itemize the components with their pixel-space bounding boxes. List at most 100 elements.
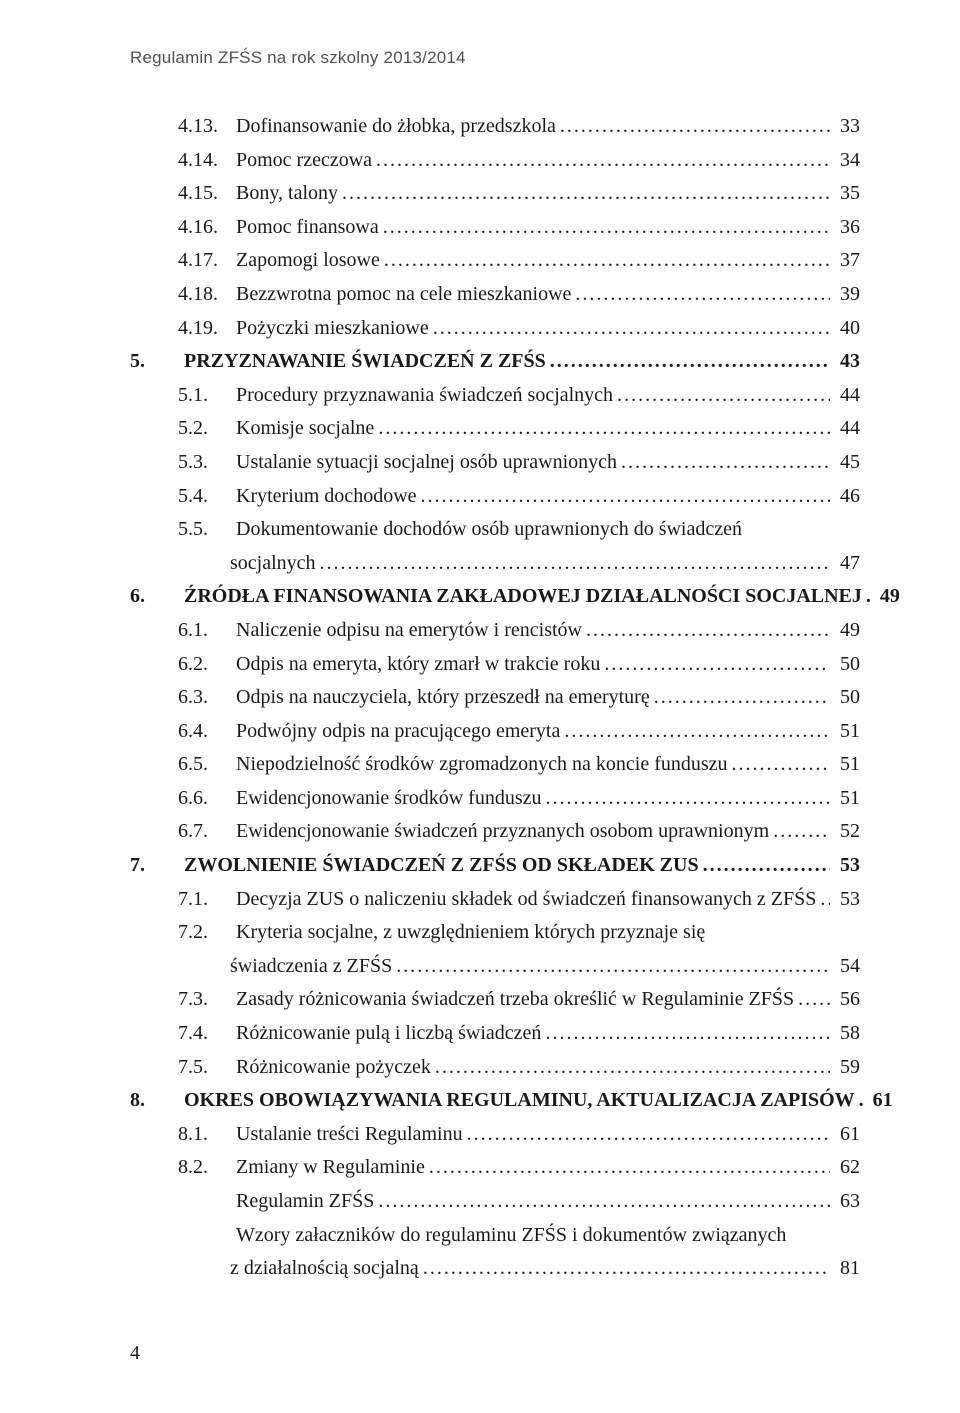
toc-leader-dots: ........................................… — [316, 547, 830, 581]
toc-entry-number: 7.1. — [178, 883, 236, 917]
toc-entry-text: Procedury przyznawania świadczeń socjaln… — [236, 379, 613, 413]
toc-leader-dots: ........................................… — [379, 211, 830, 245]
toc-entry-text: PRZYZNAWANIE ŚWIADCZEŃ Z ZFŚS — [184, 345, 546, 379]
toc-entry: 5.1.Procedury przyznawania świadczeń soc… — [130, 379, 860, 413]
toc-entry: 5.5.Dokumentowanie dochodów osób uprawni… — [130, 513, 860, 547]
toc-entry-page: 37 — [830, 244, 860, 278]
toc-entry-text: ZWOLNIENIE ŚWIADCZEŃ Z ZFŚS OD SKŁADEK Z… — [184, 849, 699, 883]
toc-entry-number: 4.18. — [178, 278, 236, 312]
toc-entry-page: 56 — [830, 983, 860, 1017]
toc-entry-number: 4.17. — [178, 244, 236, 278]
toc-entry: 6.7.Ewidencjonowanie świadczeń przyznany… — [130, 815, 860, 849]
toc-entry-number: 4.14. — [178, 144, 236, 178]
toc-entry-text: Podwójny odpis na pracującego emeryta — [236, 715, 560, 749]
document-page: Regulamin ZFŚS na rok szkolny 2013/2014 … — [0, 0, 960, 1413]
toc-entry-text: Ewidencjonowanie świadczeń przyznanych o… — [236, 815, 769, 849]
toc-leader-dots: ........................................… — [769, 815, 830, 849]
toc-entry: 5.4.Kryterium dochodowe.................… — [130, 480, 860, 514]
toc-entry-continuation: z działalnością socjalną................… — [130, 1252, 860, 1286]
toc-entry-number: 5. — [130, 345, 184, 379]
toc-entry: 4.16.Pomoc finansowa....................… — [130, 211, 860, 245]
toc-entry-number: 6.5. — [178, 748, 236, 782]
toc-entry-page: 61 — [863, 1084, 893, 1118]
toc-leader-dots: ........................................… — [541, 1017, 830, 1051]
toc-entry-page: 34 — [830, 144, 860, 178]
toc-entry-number: 6.2. — [178, 648, 236, 682]
toc-leader-dots: ........................................… — [374, 1185, 830, 1219]
toc-entry-text: świadczenia z ZFŚS — [230, 950, 392, 984]
toc-entry: 4.17.Zapomogi losowe....................… — [130, 244, 860, 278]
toc-entry-text: Dokumentowanie dochodów osób uprawnionyc… — [236, 513, 742, 547]
toc-entry-number: 4.15. — [178, 177, 236, 211]
toc-entry-page: 39 — [830, 278, 860, 312]
toc-entry: 8.2.Zmiany w Regulaminie................… — [130, 1151, 860, 1185]
table-of-contents: 4.13.Dofinansowanie do żłobka, przedszko… — [130, 110, 860, 1286]
toc-entry-page: 51 — [830, 748, 860, 782]
toc-entry-text: OKRES OBOWIĄZYWANIA REGULAMINU, AKTUALIZ… — [184, 1084, 855, 1118]
toc-entry-continuation: socjalnych..............................… — [130, 547, 860, 581]
toc-entry-text: socjalnych — [230, 547, 316, 581]
toc-leader-dots: ........................................… — [617, 446, 830, 480]
toc-entry-text: Kryterium dochodowe — [236, 480, 417, 514]
toc-entry-text: Pożyczki mieszkaniowe — [236, 312, 429, 346]
toc-entry-number: 5.2. — [178, 412, 236, 446]
toc-entry-continuation: świadczenia z ZFŚS......................… — [130, 950, 860, 984]
toc-entry-page: 49 — [830, 614, 860, 648]
toc-entry-page: 58 — [830, 1017, 860, 1051]
toc-entry-text: Różnicowanie pulą i liczbą świadczeń — [236, 1017, 541, 1051]
toc-entry-number: 8.2. — [178, 1151, 236, 1185]
toc-entry-page: 61 — [830, 1118, 860, 1152]
toc-entry: 7.3.Zasady różnicowania świadczeń trzeba… — [130, 983, 860, 1017]
toc-entry-number: 6.1. — [178, 614, 236, 648]
toc-entry-text: Ewidencjonowanie środków funduszu — [236, 782, 542, 816]
toc-leader-dots: ........................................… — [429, 312, 830, 346]
toc-entry-page: 47 — [830, 547, 860, 581]
toc-leader-dots: ........................................… — [338, 177, 830, 211]
toc-entry-page: 63 — [830, 1185, 860, 1219]
toc-leader-dots: ........................................… — [417, 480, 830, 514]
toc-entry-page: 43 — [830, 345, 860, 379]
toc-leader-dots: ........................................… — [582, 614, 830, 648]
toc-entry: 6.2.Odpis na emeryta, który zmarł w trak… — [130, 648, 860, 682]
toc-entry: 5.PRZYZNAWANIE ŚWIADCZEŃ Z ZFŚS.........… — [130, 345, 860, 379]
toc-entry-text: Bezzwrotna pomoc na cele mieszkaniowe — [236, 278, 571, 312]
toc-entry-page: 50 — [830, 681, 860, 715]
toc-entry: 5.3.Ustalanie sytuacji socjalnej osób up… — [130, 446, 860, 480]
toc-entry: 7.ZWOLNIENIE ŚWIADCZEŃ Z ZFŚS OD SKŁADEK… — [130, 849, 860, 883]
toc-leader-dots: ........................................… — [650, 681, 830, 715]
toc-leader-dots: ........................................… — [431, 1051, 830, 1085]
toc-entry: 6.1.Naliczenie odpisu na emerytów i renc… — [130, 614, 860, 648]
toc-entry-number: 7. — [130, 849, 184, 883]
toc-entry: 4.15.Bony, talony.......................… — [130, 177, 860, 211]
toc-entry-text: Wzory załaczników do regulaminu ZFŚS i d… — [236, 1219, 786, 1253]
toc-entry-text: ŹRÓDŁA FINANSOWANIA ZAKŁADOWEJ DZIAŁALNO… — [184, 580, 862, 614]
toc-entry-text: z działalnością socjalną — [230, 1252, 419, 1286]
toc-entry-number: 8.1. — [178, 1118, 236, 1152]
toc-entry-page: 53 — [830, 849, 860, 883]
toc-entry-text: Zapomogi losowe — [236, 244, 380, 278]
toc-leader-dots: ........................................… — [855, 1084, 863, 1118]
toc-entry-number: 7.5. — [178, 1051, 236, 1085]
toc-entry: 4.13.Dofinansowanie do żłobka, przedszko… — [130, 110, 860, 144]
toc-entry: 4.19.Pożyczki mieszkaniowe..............… — [130, 312, 860, 346]
page-number: 4 — [130, 1342, 140, 1365]
toc-leader-dots: ........................................… — [571, 278, 830, 312]
toc-leader-dots: ........................................… — [380, 244, 830, 278]
toc-entry-number: 5.3. — [178, 446, 236, 480]
toc-entry-number: 6.3. — [178, 681, 236, 715]
toc-entry-text: Odpis na nauczyciela, który przeszedł na… — [236, 681, 650, 715]
toc-entry-page: 45 — [830, 446, 860, 480]
toc-entry-page: 59 — [830, 1051, 860, 1085]
toc-entry-page: 33 — [830, 110, 860, 144]
toc-entry: 8.OKRES OBOWIĄZYWANIA REGULAMINU, AKTUAL… — [130, 1084, 860, 1118]
toc-entry-number: 8. — [130, 1084, 184, 1118]
toc-entry-number: 7.2. — [178, 916, 236, 950]
toc-entry-number: 5.1. — [178, 379, 236, 413]
toc-entry: 7.5.Różnicowanie pożyczek...............… — [130, 1051, 860, 1085]
toc-entry-number: 6.4. — [178, 715, 236, 749]
toc-leader-dots: ........................................… — [372, 144, 830, 178]
toc-leader-dots: ........................................… — [600, 648, 830, 682]
toc-entry-page: 49 — [870, 580, 900, 614]
toc-entry-page: 54 — [830, 950, 860, 984]
toc-entry: 6.4.Podwójny odpis na pracującego emeryt… — [130, 715, 860, 749]
